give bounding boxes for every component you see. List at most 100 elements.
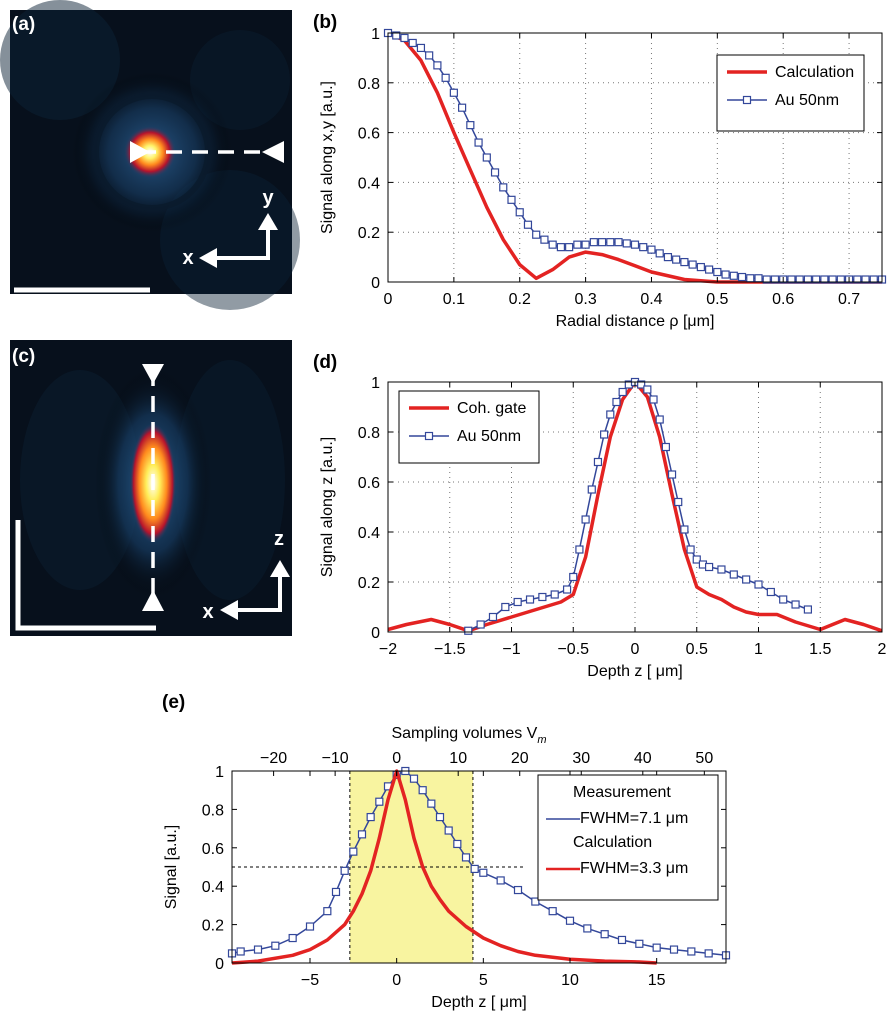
data-point (820, 275, 829, 284)
x-tick-label: 0 (392, 972, 401, 989)
x-tick-label: 0.4 (640, 291, 662, 308)
data-point (674, 497, 683, 507)
image-a-arrow-left (130, 141, 150, 163)
data-point (606, 238, 615, 247)
data-point (507, 195, 516, 204)
image-a-label-y: y (262, 187, 274, 209)
data-point (600, 930, 609, 939)
data-point (647, 245, 656, 254)
data-point (737, 272, 747, 282)
data-point (444, 826, 453, 835)
chart-b: (b) 0 0.1 0.2 0.3 0.4 0.5 0.6 0.7 0 0.2 0.4 0.6 0.8 1… (313, 12, 887, 330)
data-point (762, 275, 771, 284)
data-point (766, 587, 775, 597)
data-point (581, 515, 590, 524)
data-point (562, 585, 572, 594)
data-point (791, 600, 800, 609)
data-point (458, 103, 467, 112)
data-point (474, 138, 483, 147)
data-point (418, 786, 427, 795)
data-point (649, 395, 658, 404)
data-point (622, 239, 631, 248)
image-a-axes-arrows (215, 228, 270, 260)
data-point (589, 238, 598, 247)
top-x-tick-label: 30 (572, 750, 590, 767)
data-point (575, 545, 584, 554)
x-tick-label: 5 (479, 972, 488, 989)
data-point (513, 885, 523, 895)
data-point (663, 253, 673, 262)
image-c-axes-arrows (235, 575, 282, 612)
data-point (795, 275, 804, 284)
legend-label: Calculation (573, 834, 652, 851)
top-x-tick-label: 40 (634, 750, 652, 767)
top-x-tick-label: 0 (392, 750, 401, 767)
data-point (466, 121, 475, 130)
data-point (643, 385, 652, 394)
panel-label-a: (a) (12, 14, 35, 35)
data-point (812, 275, 821, 284)
image-a-label-x: x (182, 247, 193, 269)
x-tick-label: 0.3 (574, 291, 596, 308)
data-point (713, 267, 722, 277)
data-point (618, 387, 627, 397)
top-x-tick-label: 50 (695, 750, 713, 767)
data-point (729, 570, 738, 579)
data-point (655, 249, 664, 258)
data-point (637, 380, 646, 389)
x-tick-label: −1 (502, 641, 520, 658)
y-axis-label: Signal [a.u.] (163, 825, 180, 910)
data-point (593, 457, 603, 467)
data-point (488, 612, 498, 622)
image-c-arrow-bottom (142, 590, 164, 611)
data-point (853, 275, 862, 284)
data-point (569, 572, 578, 582)
data-point (692, 555, 701, 564)
data-point (556, 243, 566, 252)
data-point (687, 947, 696, 956)
data-point (253, 945, 263, 954)
legend-label: Measurement (573, 784, 671, 801)
data-point (482, 153, 491, 162)
data-point (661, 442, 670, 452)
y-tick-label: 1 (371, 26, 380, 43)
legend-marker (742, 95, 752, 105)
data-point (525, 595, 535, 604)
data-point (704, 562, 714, 572)
data-point (435, 812, 445, 822)
data-point (476, 620, 485, 629)
data-point (688, 260, 697, 269)
x-tick-label: 0.5 (706, 291, 728, 308)
data-point (581, 240, 590, 249)
data-point (513, 597, 522, 607)
data-point (803, 605, 813, 614)
panel-label-d: (d) (313, 352, 337, 373)
data-point (686, 545, 695, 554)
data-point (680, 257, 689, 267)
data-point (408, 38, 417, 48)
data-point (288, 933, 297, 943)
data-point (449, 88, 458, 97)
top-x-tick-label: −20 (260, 750, 287, 767)
data-point (479, 868, 488, 877)
chart-e: (e) −5 0 5 10 15 0 0.2 0.4 0.6 0.8 1 −20 −10 0 10 20 30 4… (162, 692, 731, 1011)
data-point (357, 830, 367, 839)
plot-frame (231, 770, 727, 964)
top-axis-label: Sampling volumes Vm (391, 725, 546, 746)
x-tick-label: 0.1 (443, 291, 465, 308)
top-x-tick-label: 20 (511, 750, 529, 767)
x-axis-label: Depth z [ μm] (431, 994, 526, 1011)
y-tick-label: 0 (215, 956, 224, 973)
x-axis-label: Depth z [ μm] (587, 663, 682, 680)
y-tick-label: 0.2 (358, 575, 380, 592)
x-axis-label: Radial distance ρ [μm] (556, 313, 715, 330)
x-tick-label: 1 (754, 641, 763, 658)
panel-label-e: (e) (162, 692, 185, 713)
legend-fwhm-label: FWHM=3.3 μm (580, 860, 688, 877)
y-tick-label: 0.2 (202, 918, 224, 935)
data-point (635, 939, 644, 948)
data-point (464, 626, 473, 635)
data-point (425, 51, 434, 60)
data-point (375, 797, 384, 806)
